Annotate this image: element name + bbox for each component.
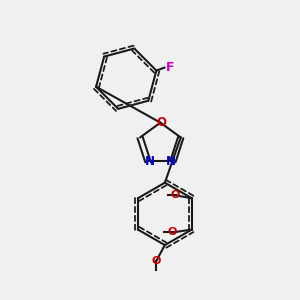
- Text: O: O: [168, 227, 177, 238]
- Text: N: N: [166, 155, 176, 168]
- Text: O: O: [151, 256, 160, 266]
- Text: N: N: [145, 155, 155, 168]
- Text: F: F: [166, 61, 174, 74]
- Text: O: O: [156, 116, 166, 129]
- Text: O: O: [171, 190, 180, 200]
